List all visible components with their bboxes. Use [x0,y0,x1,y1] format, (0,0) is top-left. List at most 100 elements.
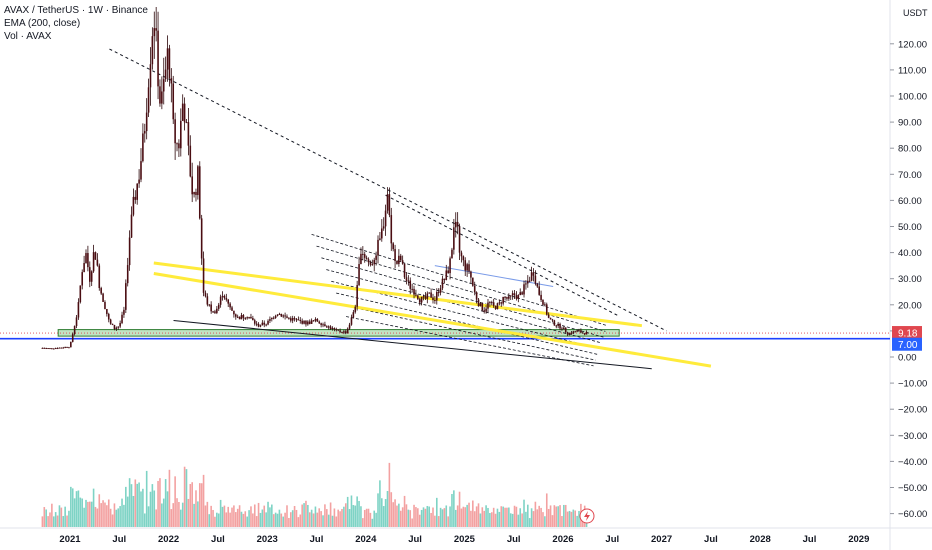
candle [117,326,120,328]
volume-bar [390,492,393,527]
x-tick-label: 2025 [454,534,476,545]
volume-bar [244,511,247,527]
candle [227,299,230,304]
volume-bar [426,505,429,527]
candle [525,283,527,285]
candle [138,179,140,184]
y-tick-label: 60.00 [898,196,922,207]
candle [288,317,290,319]
volume-bar [470,510,472,527]
candle [513,293,516,296]
volume-bar [320,511,322,527]
volume-bar [312,513,315,527]
candle [424,296,427,299]
trendline [173,319,652,370]
x-tick-label: Jul [211,534,225,545]
candle [487,302,489,309]
volume-bar [456,505,459,527]
candle [49,348,51,350]
volume-bar [538,505,540,527]
candle [509,295,512,297]
volume-bar [214,516,216,527]
candle [468,264,470,272]
y-tick-label: 110.00 [898,65,926,76]
candle [176,143,178,145]
candle [166,48,169,70]
volume-bar [322,515,324,527]
candle [432,297,434,300]
volume-bar [253,504,256,527]
candle [276,314,279,316]
volume-bar [403,495,406,527]
candle [350,317,353,325]
legend-title: AVAX / TetherUS · 1W · Binance [4,5,148,16]
candle [382,226,385,229]
candle [280,313,283,317]
candle [278,313,281,315]
candle [102,293,104,302]
volume-bar [217,513,220,527]
candle [475,292,478,300]
candle [473,285,476,293]
volume-bar [449,506,451,527]
candle [405,277,408,281]
candle [585,331,588,335]
candle [411,288,413,290]
volume-bar [532,511,535,527]
channel-dashed-line [321,257,604,338]
x-tick-label: Jul [112,534,126,545]
x-tick-label: 2028 [750,534,771,545]
y-tick-label: 30.00 [898,274,922,285]
volume-bar [259,512,262,527]
volume-bar [70,486,72,527]
volume-bar [384,499,387,527]
volume-bar [210,505,212,527]
candle [504,296,506,298]
volume-bar [208,514,211,527]
candle [47,348,49,350]
candle [481,303,484,311]
volume-bar [489,513,491,527]
volume-bar [413,504,415,527]
volume-bar [568,510,571,527]
candle [466,264,468,271]
volume-bar [557,506,559,527]
volume-bar [394,499,396,527]
volume-bar [445,505,448,527]
volume-bar [490,512,493,527]
candle [428,292,431,294]
volume-bar [159,478,161,527]
candle [318,321,321,324]
candle [568,332,571,335]
volume-bar [140,491,142,527]
candle [570,332,573,334]
volume-bar [88,501,91,527]
volume-bar [299,514,302,527]
candle [547,314,550,318]
volume-bar [339,511,341,527]
volume-bar [377,493,379,527]
volume-bar [183,466,186,527]
volume-bar [360,506,362,527]
candle [451,249,453,259]
candle [181,103,184,121]
volume-bar [238,505,241,527]
candle [511,293,514,296]
volume-bar [128,478,131,527]
volume-bar [119,506,121,527]
volume-bar [77,490,80,527]
volume-bar [81,498,84,527]
candle [79,285,82,303]
candle [286,316,288,318]
candle [98,265,101,289]
candle [331,328,334,330]
volume-bar [168,469,171,527]
candle [485,308,487,312]
volume-bar [284,512,286,527]
candle [43,347,46,349]
volume-bar [428,506,431,527]
candle [388,194,391,216]
candle [324,324,326,327]
volume-bar [293,505,296,527]
